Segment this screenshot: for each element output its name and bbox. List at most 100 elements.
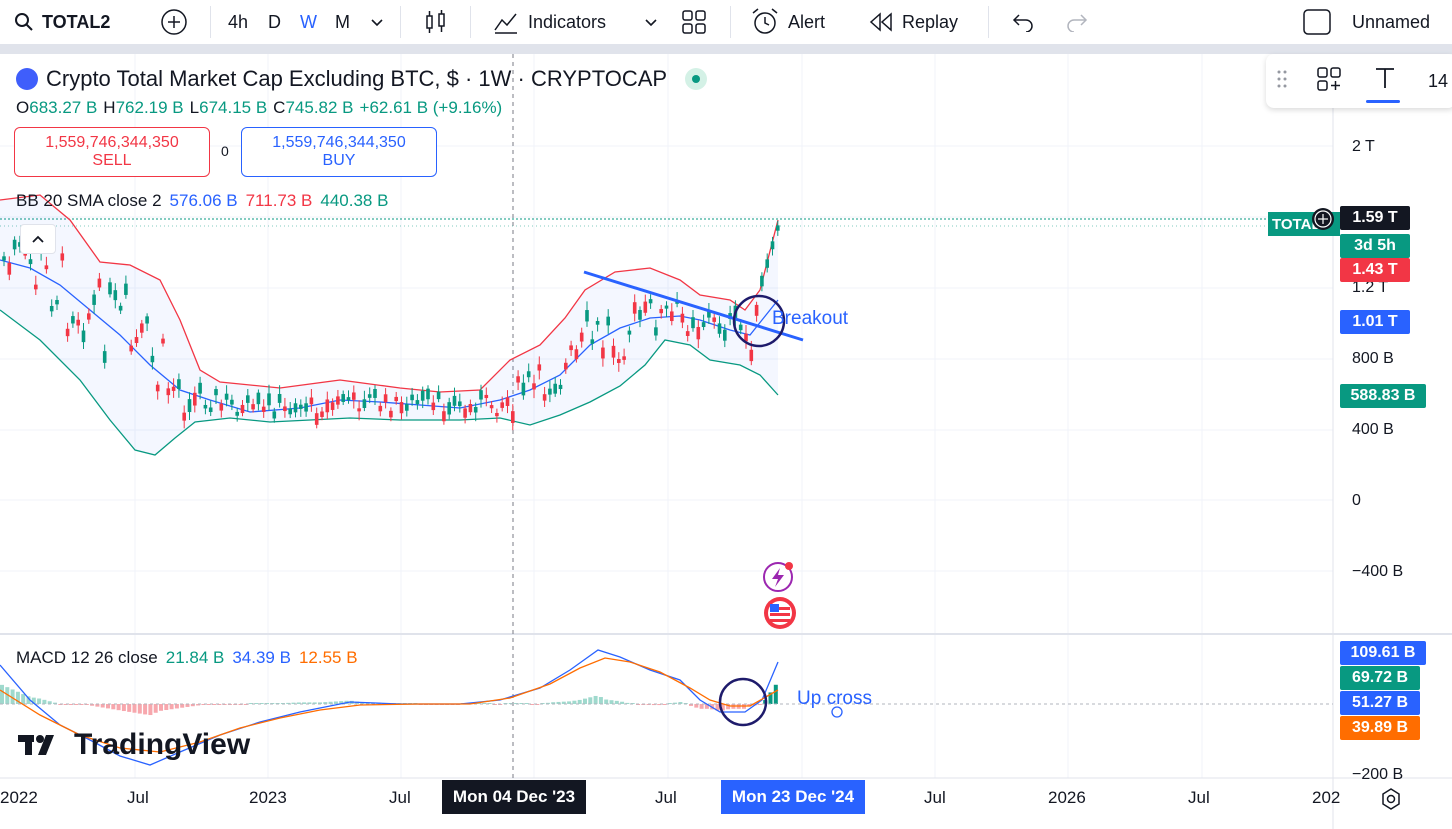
symbol-search-button[interactable]: TOTAL2 <box>14 0 110 44</box>
macd-bar <box>169 704 174 710</box>
candle <box>309 388 314 412</box>
floating-drawing-toolbar[interactable]: 14 <box>1266 54 1452 108</box>
alert-label: Alert <box>788 11 826 32</box>
macd-bar <box>148 704 153 716</box>
bb-lower-line <box>0 309 779 456</box>
candle <box>542 386 547 407</box>
candle <box>256 389 261 411</box>
countdown-label: 3d 5h <box>1340 234 1410 258</box>
upcross-text-drawing[interactable]: Up cross <box>797 688 872 709</box>
price-tick: 2 T <box>1352 138 1375 155</box>
macd-bar <box>768 692 773 704</box>
sell-button[interactable]: 1,559,746,344,350 SELL <box>14 127 210 177</box>
compare-symbol-button[interactable] <box>160 0 188 44</box>
collapse-legend-button[interactable] <box>20 224 56 254</box>
sell-price: 1,559,746,344,350 <box>45 134 179 151</box>
undo-button[interactable] <box>1010 0 1034 44</box>
candle <box>34 275 38 296</box>
candle <box>632 294 637 322</box>
candle <box>760 272 764 292</box>
replay-button[interactable]: Replay <box>868 0 958 44</box>
candle <box>685 325 690 342</box>
interval-dropdown[interactable] <box>370 0 384 44</box>
candle <box>595 317 600 332</box>
candle <box>484 387 489 407</box>
candle <box>420 386 425 409</box>
add-alert-button[interactable] <box>1312 208 1334 230</box>
candle <box>569 340 573 357</box>
templates-button[interactable] <box>680 0 708 44</box>
time-tick: 2023 <box>249 788 287 807</box>
layout-button[interactable]: Unnamed <box>1302 0 1430 44</box>
buy-price: 1,559,746,344,350 <box>272 134 406 151</box>
macd-legend[interactable]: MACD 12 26 close 21.84 B 34.39 B 12.55 B <box>16 648 358 668</box>
font-size-selector[interactable]: 14 <box>1428 70 1449 91</box>
interval-4h[interactable]: 4h <box>228 11 249 32</box>
undo-icon <box>1012 14 1033 32</box>
macd-bar <box>243 704 248 705</box>
chart-canvas[interactable] <box>0 54 1452 829</box>
indicators-button[interactable]: Indicators <box>492 0 606 44</box>
tradingview-watermark[interactable]: TradingView <box>18 728 250 762</box>
market-status-icon[interactable] <box>685 68 708 90</box>
last-price-label: 1.59 T <box>1340 206 1410 230</box>
candle <box>521 374 526 400</box>
grid-icon <box>682 10 706 34</box>
bb-band-fill <box>0 195 778 455</box>
us-flag-event-icon[interactable] <box>764 597 796 629</box>
macd-bar <box>201 704 206 705</box>
candle <box>55 295 59 311</box>
candle <box>389 407 393 422</box>
candle <box>325 391 330 419</box>
macd-bar <box>699 704 704 709</box>
candle <box>293 398 298 418</box>
template-button[interactable] <box>1316 66 1342 97</box>
interval-m[interactable]: M <box>335 11 350 32</box>
candle <box>680 306 685 329</box>
candle <box>108 277 112 298</box>
candle <box>452 387 457 412</box>
indicators-dropdown[interactable] <box>644 0 658 44</box>
grid-plus-icon <box>1317 66 1341 91</box>
candle <box>648 294 653 309</box>
drawing-anchor-handle[interactable] <box>831 706 843 718</box>
alert-button[interactable]: Alert <box>750 0 825 44</box>
candle <box>707 303 711 325</box>
breakout-text-drawing[interactable]: Breakout <box>772 308 849 329</box>
interval-w[interactable]: W <box>300 11 317 32</box>
chart-type-button[interactable] <box>422 0 450 44</box>
lightning-event-icon[interactable] <box>763 562 793 592</box>
cryptocap-logo-icon <box>16 68 38 90</box>
macd-bar <box>561 701 566 704</box>
candle <box>489 400 494 414</box>
candle <box>654 319 658 341</box>
macd-bar <box>609 700 614 704</box>
gear-icon <box>1382 788 1400 810</box>
candle <box>532 374 536 399</box>
signal-price-label: 39.89 B <box>1340 716 1420 740</box>
interval-d[interactable]: D <box>268 11 281 32</box>
redo-button[interactable] <box>1066 0 1090 44</box>
macd-bar <box>121 704 126 712</box>
candle <box>304 396 308 417</box>
macd-bar <box>556 701 561 704</box>
macd-bar <box>704 704 709 709</box>
macd-bar <box>53 702 57 704</box>
series-legend-title[interactable]: Crypto Total Market Cap Excluding BTC, $… <box>16 66 708 92</box>
candle <box>118 302 123 315</box>
buy-button[interactable]: 1,559,746,344,350 BUY <box>241 127 437 177</box>
spread-value: 0 <box>221 143 229 159</box>
macd-bar <box>79 704 84 705</box>
drag-handle-icon[interactable] <box>1276 68 1288 95</box>
trendline-drawing[interactable] <box>583 270 804 342</box>
breakout-circle-drawing[interactable] <box>732 294 786 348</box>
settings-button[interactable] <box>1379 787 1403 816</box>
bb-legend[interactable]: BB 20 SMA close 2 576.06 B 711.73 B 440.… <box>16 191 388 211</box>
chart-pane[interactable] <box>0 54 1452 829</box>
price-tick: 400 B <box>1352 421 1394 438</box>
upcross-circle-drawing[interactable] <box>718 677 768 727</box>
text-color-button[interactable] <box>1366 66 1400 103</box>
candle <box>574 345 579 363</box>
macd-bar <box>598 697 603 704</box>
candle <box>203 399 208 415</box>
